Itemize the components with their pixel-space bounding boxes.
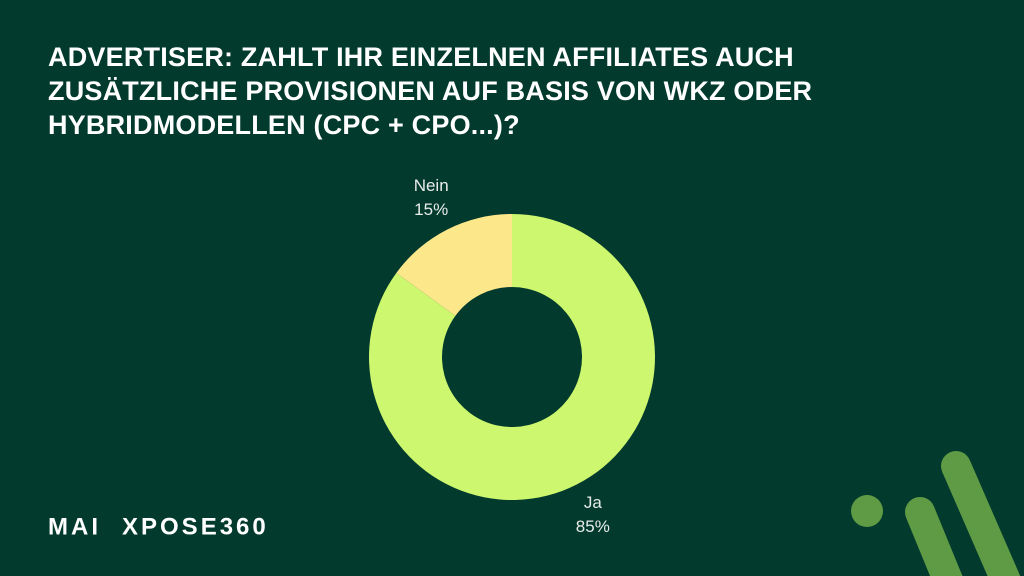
slice-value-label: 85%: [576, 517, 610, 536]
decor-bar: [905, 497, 963, 576]
decoration: [851, 451, 1021, 576]
donut-slice: [396, 214, 512, 316]
logo-mark: MAI: [48, 513, 101, 540]
donut-slice: [369, 214, 655, 500]
slice-category-label: Nein: [414, 176, 449, 195]
slice-value-label: 15%: [414, 200, 448, 219]
decor-bar: [941, 451, 1021, 576]
chart-title: ADVERTISER: ZAHLT IHR EINZELNEN AFFILIAT…: [48, 42, 813, 140]
decor-dot: [851, 495, 883, 527]
logo-name: XPOSE360: [122, 513, 269, 540]
slice-category-label: Ja: [584, 493, 603, 512]
